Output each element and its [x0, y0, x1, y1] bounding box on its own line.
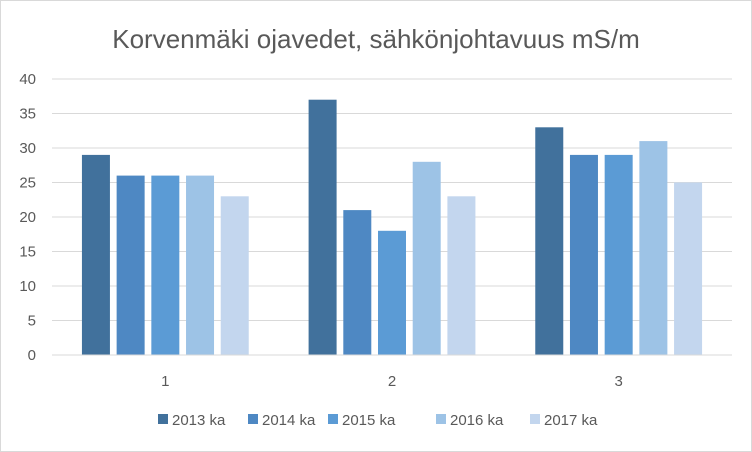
y-tick-label: 15 [19, 244, 36, 261]
y-tick-label: 30 [19, 140, 36, 157]
y-tick-label: 25 [19, 175, 36, 192]
y-tick-label: 40 [19, 71, 36, 88]
x-tick-label: 1 [161, 373, 169, 390]
bar-2015-ka-cat-1 [151, 175, 180, 355]
legend-label: 2013 ka [172, 412, 226, 429]
bar-2015-ka-cat-3 [604, 154, 633, 355]
legend-swatch [158, 414, 168, 424]
y-tick-label: 0 [28, 347, 36, 364]
legend-label: 2015 ka [342, 412, 396, 429]
bar-2014-ka-cat-2 [343, 210, 372, 355]
x-tick-label: 2 [388, 373, 396, 390]
legend-label: 2017 ka [544, 412, 598, 429]
bar-2014-ka-cat-3 [569, 154, 598, 355]
legend: 2013 ka 2014 ka 2015 ka 2016 ka 2017 ka [158, 412, 598, 429]
legend-swatch [436, 414, 446, 424]
y-tick-label: 20 [19, 209, 36, 226]
legend-swatch [530, 414, 540, 424]
bar-2017-ka-cat-3 [674, 182, 703, 355]
bar-2013-ka-cat-1 [81, 154, 110, 355]
x-tick-label: 3 [614, 373, 622, 390]
bars [81, 99, 703, 355]
legend-label: 2016 ka [450, 412, 504, 429]
bar-2016-ka-cat-1 [186, 175, 215, 355]
bar-2016-ka-cat-3 [639, 141, 668, 355]
bar-2016-ka-cat-2 [412, 161, 441, 355]
x-axis-tick-labels: 1 2 3 [161, 373, 623, 390]
y-tick-label: 5 [28, 313, 36, 330]
bar-2013-ka-cat-3 [535, 127, 564, 355]
y-tick-label: 35 [19, 106, 36, 123]
bar-2013-ka-cat-2 [308, 99, 337, 355]
legend-swatch [328, 414, 338, 424]
bar-2015-ka-cat-2 [378, 230, 406, 355]
legend-swatch [248, 414, 258, 424]
bar-2017-ka-cat-1 [220, 196, 249, 355]
y-axis-tick-labels: 0 5 10 15 20 25 30 35 40 [19, 71, 36, 364]
y-tick-label: 10 [19, 278, 36, 295]
legend-label: 2014 ka [262, 412, 316, 429]
chart-title: Korvenmäki ojavedet, sähkönjohtavuus mS/… [112, 24, 640, 54]
bar-2017-ka-cat-2 [447, 196, 476, 355]
bar-2014-ka-cat-1 [116, 175, 145, 355]
